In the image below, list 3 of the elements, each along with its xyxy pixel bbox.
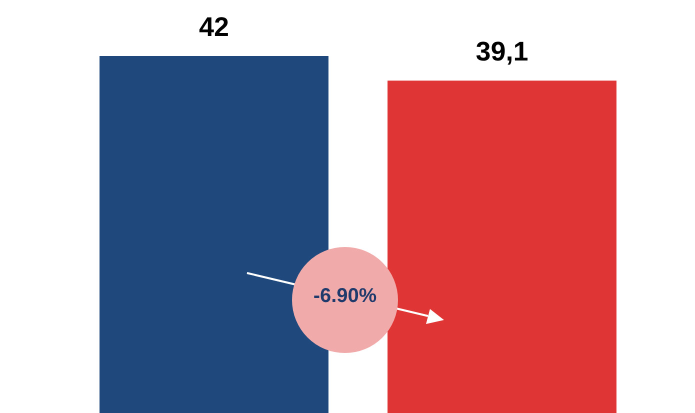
annotation: -6.90% <box>312 285 378 308</box>
data-label: 42 <box>198 12 230 42</box>
data-label: 39,1 <box>476 36 528 67</box>
